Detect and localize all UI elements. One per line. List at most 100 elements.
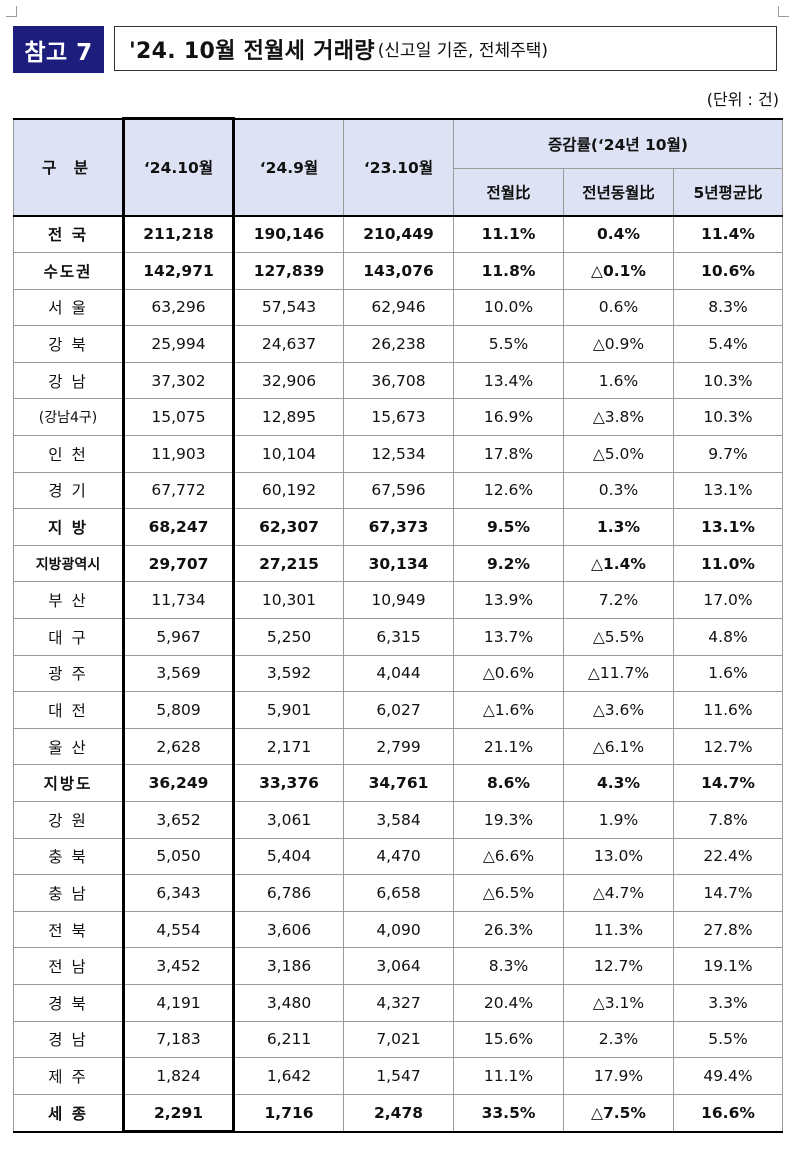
cell-previous-month: 33,376 bbox=[233, 764, 344, 802]
cell-previous-month: 3,592 bbox=[233, 654, 344, 693]
table-row: 대 전 5,809 5,901 6,027 △1.6% △3.6% 11.6% bbox=[13, 691, 783, 729]
cell-5y-avg: 11.4% bbox=[673, 214, 783, 254]
header-change-rate: 증감률(‘24년 10월) bbox=[453, 118, 783, 169]
cell-previous-year: 6,658 bbox=[343, 874, 454, 912]
cell-mom: 9.5% bbox=[453, 508, 564, 546]
cell-5y-avg: 1.6% bbox=[673, 654, 783, 693]
cell-5y-avg: 8.3% bbox=[673, 288, 783, 327]
cell-region: 강 원 bbox=[13, 801, 124, 839]
cell-yoy: △6.1% bbox=[563, 727, 674, 766]
cell-current-month: 6,343 bbox=[122, 874, 235, 912]
cell-current-month: 67,772 bbox=[122, 471, 235, 510]
cell-5y-avg: 5.5% bbox=[673, 1020, 783, 1059]
table-row: 지방도 36,249 33,376 34,761 8.6% 4.3% 14.7% bbox=[13, 764, 783, 802]
cell-region: 충 남 bbox=[13, 874, 124, 912]
page-title: '24. 10월 전월세 거래량 bbox=[129, 38, 375, 64]
table-row: 인 천 11,903 10,104 12,534 17.8% △5.0% 9.7% bbox=[13, 435, 783, 473]
table-row: 부 산 11,734 10,301 10,949 13.9% 7.2% 17.0% bbox=[13, 581, 783, 620]
table-row: 서 울 63,296 57,543 62,946 10.0% 0.6% 8.3% bbox=[13, 288, 783, 327]
cell-current-month: 68,247 bbox=[122, 508, 235, 546]
cell-5y-avg: 22.4% bbox=[673, 837, 783, 876]
transaction-table: 구 분 ‘24.10월 ‘24.9월 ‘23.10월 증감률(‘24년 10월)… bbox=[13, 117, 783, 1134]
table-row: 경 북 4,191 3,480 4,327 20.4% △3.1% 3.3% bbox=[13, 983, 783, 1022]
table-row: 지 방 68,247 62,307 67,373 9.5% 1.3% 13.1% bbox=[13, 508, 783, 546]
table-row: 지방광역시 29,707 27,215 30,134 9.2% △1.4% 11.0% bbox=[13, 544, 783, 583]
cell-previous-month: 190,146 bbox=[233, 214, 344, 254]
cell-yoy: △3.8% bbox=[563, 398, 674, 437]
cell-previous-month: 2,171 bbox=[233, 727, 344, 766]
cell-region: 대 구 bbox=[13, 618, 124, 656]
cell-previous-month: 24,637 bbox=[233, 325, 344, 363]
cell-yoy: △0.9% bbox=[563, 325, 674, 363]
table-row: 경 기 67,772 60,192 67,596 12.6% 0.3% 13.1% bbox=[13, 471, 783, 510]
cell-region: 전 국 bbox=[13, 214, 124, 254]
cell-previous-month: 12,895 bbox=[233, 398, 344, 437]
cell-5y-avg: 5.4% bbox=[673, 325, 783, 363]
cell-previous-month: 5,250 bbox=[233, 618, 344, 656]
header-previous-year: ‘23.10월 bbox=[343, 118, 454, 216]
cell-region: 세 종 bbox=[13, 1093, 124, 1133]
cell-mom: 8.6% bbox=[453, 764, 564, 802]
header-yoy: 전년동월比 bbox=[563, 167, 674, 216]
cell-5y-avg: 4.8% bbox=[673, 618, 783, 656]
cell-5y-avg: 19.1% bbox=[673, 947, 783, 985]
cell-previous-month: 3,061 bbox=[233, 801, 344, 839]
cell-previous-month: 10,301 bbox=[233, 581, 344, 620]
cell-5y-avg: 13.1% bbox=[673, 508, 783, 546]
cell-5y-avg: 14.7% bbox=[673, 764, 783, 802]
cell-5y-avg: 27.8% bbox=[673, 910, 783, 949]
cell-previous-month: 6,786 bbox=[233, 874, 344, 912]
cell-yoy: 17.9% bbox=[563, 1057, 674, 1095]
header-region: 구 분 bbox=[13, 118, 124, 216]
cell-current-month: 142,971 bbox=[122, 252, 235, 290]
cell-yoy: △5.0% bbox=[563, 435, 674, 473]
cell-current-month: 5,050 bbox=[122, 837, 235, 876]
table-row: 전 남 3,452 3,186 3,064 8.3% 12.7% 19.1% bbox=[13, 947, 783, 985]
table-row: 경 남 7,183 6,211 7,021 15.6% 2.3% 5.5% bbox=[13, 1020, 783, 1059]
cell-yoy: 0.4% bbox=[563, 214, 674, 254]
cell-region: 수도권 bbox=[13, 252, 124, 290]
table-row: 전 북 4,554 3,606 4,090 26.3% 11.3% 27.8% bbox=[13, 910, 783, 949]
cell-current-month: 211,218 bbox=[122, 214, 235, 254]
cell-mom: △6.5% bbox=[453, 874, 564, 912]
table-row: 전 국 211,218 190,146 210,449 11.1% 0.4% 11.4% bbox=[13, 214, 783, 254]
cell-yoy: 7.2% bbox=[563, 581, 674, 620]
cell-current-month: 3,452 bbox=[122, 947, 235, 985]
header-current-month: ‘24.10월 bbox=[122, 117, 235, 216]
cell-region: 경 남 bbox=[13, 1020, 124, 1059]
cell-mom: 12.6% bbox=[453, 471, 564, 510]
cell-mom: 9.2% bbox=[453, 544, 564, 583]
cell-previous-month: 1,642 bbox=[233, 1057, 344, 1095]
cell-region: 경 기 bbox=[13, 471, 124, 510]
cell-region: 대 전 bbox=[13, 691, 124, 729]
table-row: 충 남 6,343 6,786 6,658 △6.5% △4.7% 14.7% bbox=[13, 874, 783, 912]
cell-mom: 19.3% bbox=[453, 801, 564, 839]
cell-region: (강남4구) bbox=[13, 398, 124, 437]
cell-previous-year: 12,534 bbox=[343, 435, 454, 473]
title-box: '24. 10월 전월세 거래량 (신고일 기준, 전체주택) bbox=[114, 26, 777, 71]
cell-region: 울 산 bbox=[13, 727, 124, 766]
cell-current-month: 25,994 bbox=[122, 325, 235, 363]
cell-previous-year: 3,584 bbox=[343, 801, 454, 839]
page-corner-mark bbox=[6, 6, 17, 17]
table-row: 울 산 2,628 2,171 2,799 21.1% △6.1% 12.7% bbox=[13, 727, 783, 766]
cell-5y-avg: 9.7% bbox=[673, 435, 783, 473]
cell-previous-year: 62,946 bbox=[343, 288, 454, 327]
cell-previous-month: 127,839 bbox=[233, 252, 344, 290]
cell-previous-year: 36,708 bbox=[343, 361, 454, 400]
cell-previous-month: 10,104 bbox=[233, 435, 344, 473]
cell-yoy: 12.7% bbox=[563, 947, 674, 985]
cell-current-month: 2,291 bbox=[122, 1093, 235, 1134]
cell-yoy: △3.1% bbox=[563, 983, 674, 1022]
cell-mom: 10.0% bbox=[453, 288, 564, 327]
table-row: 제 주 1,824 1,642 1,547 11.1% 17.9% 49.4% bbox=[13, 1057, 783, 1095]
table-row: 강 북 25,994 24,637 26,238 5.5% △0.9% 5.4% bbox=[13, 325, 783, 363]
cell-current-month: 15,075 bbox=[122, 398, 235, 437]
cell-region: 강 북 bbox=[13, 325, 124, 363]
cell-5y-avg: 11.0% bbox=[673, 544, 783, 583]
cell-previous-month: 3,480 bbox=[233, 983, 344, 1022]
cell-previous-year: 34,761 bbox=[343, 764, 454, 802]
cell-mom: 15.6% bbox=[453, 1020, 564, 1059]
cell-yoy: △5.5% bbox=[563, 618, 674, 656]
cell-yoy: 13.0% bbox=[563, 837, 674, 876]
